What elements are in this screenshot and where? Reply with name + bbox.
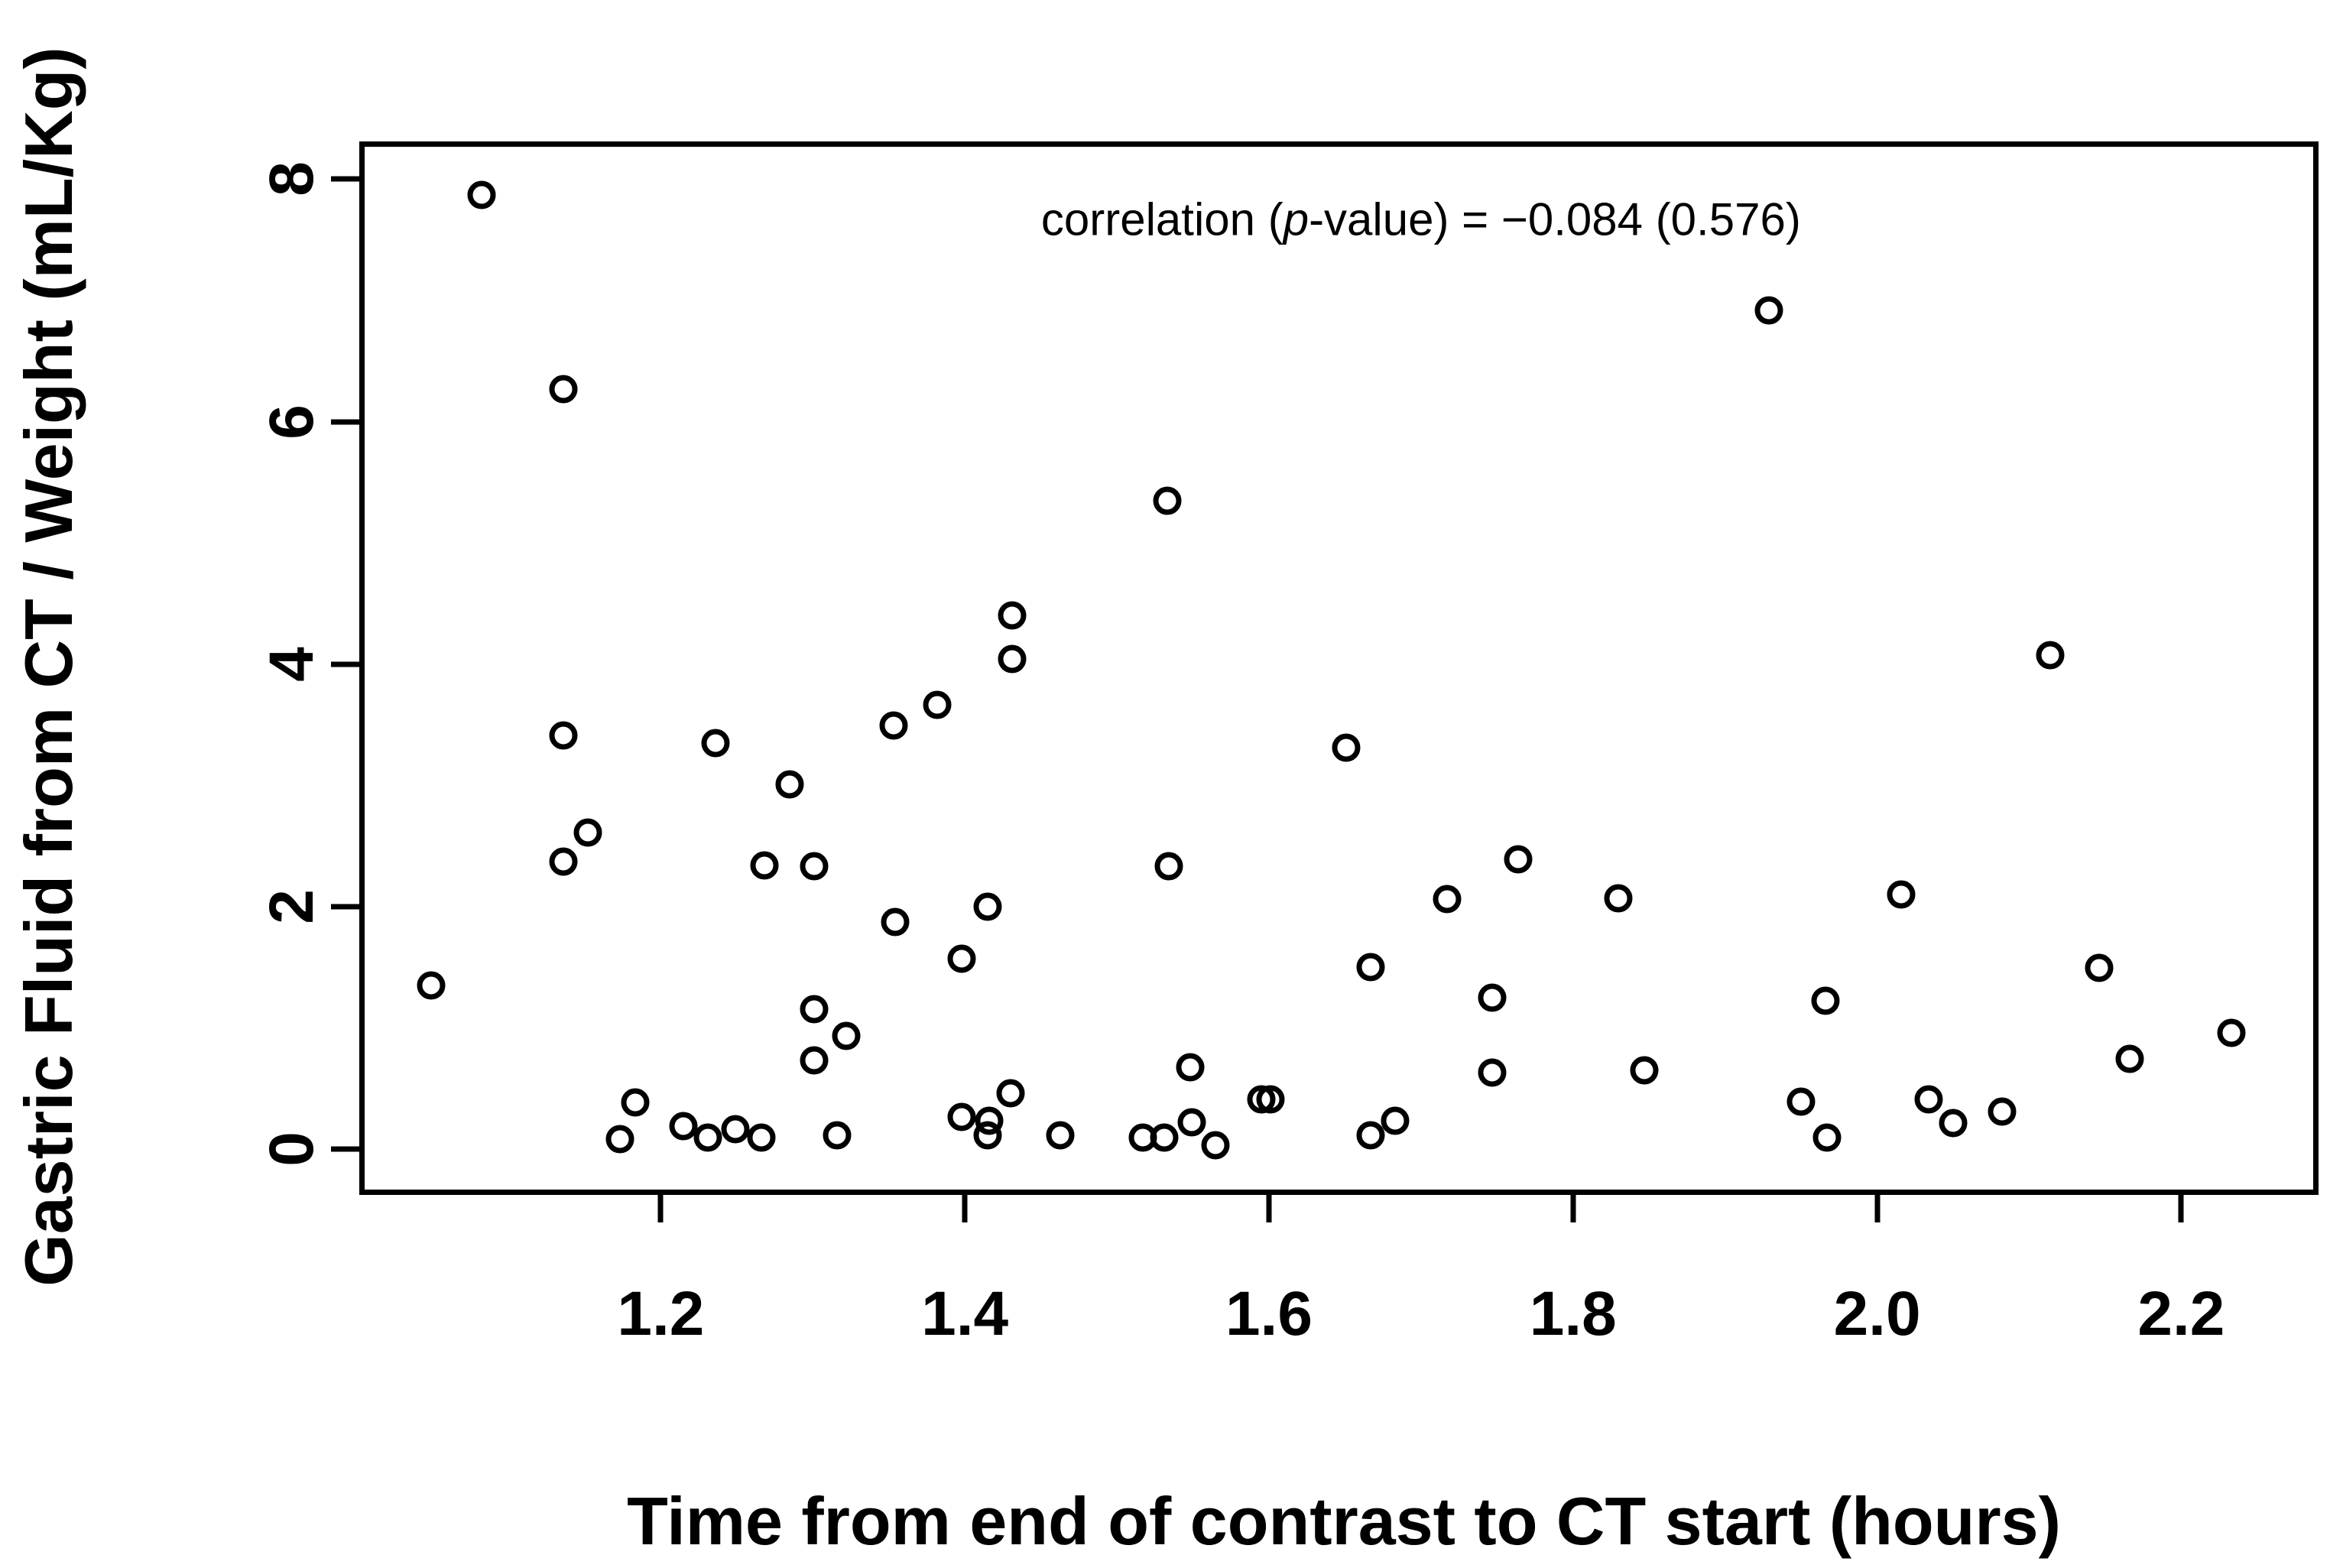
x-tick-mark xyxy=(1266,1192,1272,1222)
x-tick-label: 1.8 xyxy=(1529,1279,1617,1349)
y-tick-label: 0 xyxy=(257,1131,326,1167)
data-point xyxy=(775,770,804,799)
data-point xyxy=(1630,1056,1659,1085)
data-point xyxy=(721,1115,750,1144)
data-point xyxy=(1478,983,1507,1012)
data-point xyxy=(1201,1131,1230,1160)
data-point xyxy=(701,729,730,758)
data-point xyxy=(549,721,578,750)
x-tick-mark xyxy=(1570,1192,1576,1222)
x-tick-mark xyxy=(1874,1192,1881,1222)
data-point xyxy=(621,1088,650,1117)
plot-area xyxy=(359,141,2319,1195)
data-point xyxy=(549,847,578,876)
data-point xyxy=(1381,1106,1410,1135)
data-point xyxy=(1504,845,1533,874)
data-point xyxy=(573,818,602,847)
data-point xyxy=(417,971,446,1000)
data-point xyxy=(800,995,829,1024)
x-tick-mark xyxy=(657,1192,664,1222)
y-tick-label: 6 xyxy=(257,404,326,440)
data-point xyxy=(2085,953,2114,982)
x-tick-label: 2.0 xyxy=(1833,1279,1921,1349)
data-point xyxy=(1176,1053,1205,1082)
data-point xyxy=(1811,986,1840,1015)
data-point xyxy=(823,1121,852,1150)
data-point xyxy=(1754,296,1783,325)
data-point xyxy=(467,180,496,209)
data-point xyxy=(998,601,1027,630)
data-point xyxy=(1604,884,1633,913)
data-point xyxy=(549,375,578,404)
data-point xyxy=(1812,1123,1842,1152)
data-point xyxy=(881,907,910,937)
y-tick-mark xyxy=(331,419,362,425)
data-point xyxy=(996,1079,1025,1108)
x-tick-label: 1.2 xyxy=(617,1279,705,1349)
x-tick-label: 1.4 xyxy=(921,1279,1009,1349)
data-point xyxy=(1177,1108,1206,1137)
y-tick-label: 8 xyxy=(257,161,326,197)
data-point xyxy=(1478,1058,1507,1087)
y-tick-mark xyxy=(331,1146,362,1152)
data-point xyxy=(1153,486,1182,515)
data-point xyxy=(1887,880,1916,909)
data-point xyxy=(879,711,908,740)
data-point xyxy=(800,1046,829,1075)
annotation-suffix: -value) = −0.084 (0.576) xyxy=(1309,193,1801,245)
x-axis-label: Time from end of contrast to CT start (h… xyxy=(627,1483,2061,1559)
data-point xyxy=(923,690,952,719)
data-point xyxy=(832,1021,861,1050)
data-point xyxy=(1786,1087,1816,1116)
data-point xyxy=(750,851,779,880)
data-point xyxy=(1433,885,1462,914)
data-point xyxy=(1256,1085,1285,1114)
correlation-annotation: correlation (p-value) = −0.084 (0.576) xyxy=(1041,193,1801,245)
y-tick-label: 2 xyxy=(257,888,326,924)
data-point xyxy=(1046,1121,1075,1150)
x-tick-mark xyxy=(962,1192,968,1222)
y-axis-label: Gastric Fluid from CT / Weight (mL/Kg) xyxy=(11,47,86,1287)
data-point xyxy=(669,1112,698,1141)
data-point xyxy=(1356,1121,1385,1150)
data-point xyxy=(998,644,1027,674)
data-point xyxy=(1914,1085,1943,1114)
x-tick-mark xyxy=(2178,1192,2184,1222)
y-tick-mark xyxy=(331,661,362,667)
data-point xyxy=(947,1102,976,1131)
data-point xyxy=(1988,1097,2017,1126)
data-point xyxy=(1939,1109,1968,1138)
data-point xyxy=(2217,1018,2246,1047)
data-point xyxy=(605,1125,634,1154)
data-point xyxy=(2036,641,2065,670)
data-point xyxy=(1356,953,1385,982)
x-tick-label: 1.6 xyxy=(1225,1279,1313,1349)
y-tick-mark xyxy=(331,176,362,182)
annotation-prefix: correlation ( xyxy=(1040,193,1283,245)
annotation-italic-p: p xyxy=(1283,193,1309,245)
y-tick-mark xyxy=(331,904,362,910)
data-point xyxy=(693,1123,722,1152)
data-point xyxy=(747,1123,776,1152)
data-point xyxy=(2115,1044,2144,1073)
data-point xyxy=(947,944,976,973)
x-tick-label: 2.2 xyxy=(2137,1279,2225,1349)
data-point xyxy=(1154,852,1183,881)
data-point xyxy=(973,1121,1002,1150)
data-point xyxy=(973,892,1002,921)
data-point xyxy=(800,852,829,881)
y-tick-label: 4 xyxy=(257,646,326,682)
data-point xyxy=(1150,1123,1179,1152)
data-point xyxy=(1332,733,1361,762)
